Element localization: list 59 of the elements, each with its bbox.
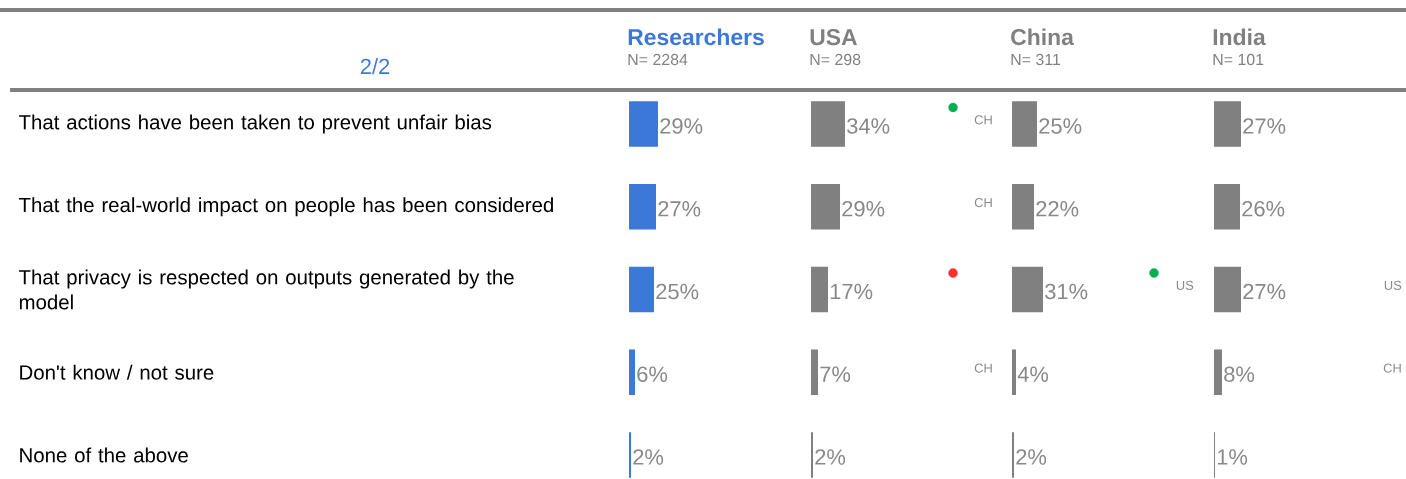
data-label: 2% <box>1016 449 1047 465</box>
data-label: 2% <box>815 449 846 465</box>
data-label: 7% <box>820 366 851 382</box>
data-label: 4% <box>1017 366 1049 382</box>
data-label: 2% <box>633 449 664 465</box>
data-label: 25% <box>656 283 699 300</box>
bar <box>629 183 657 230</box>
data-label: 29% <box>842 200 885 217</box>
text: US <box>1176 280 1194 290</box>
bar <box>1012 101 1038 147</box>
chart-subtitle: N= 101 <box>1213 53 1264 66</box>
bar <box>629 101 659 147</box>
bar <box>1214 266 1242 313</box>
text: CH <box>1383 363 1401 373</box>
data-label: 25% <box>1039 118 1082 134</box>
bar <box>1012 349 1017 395</box>
text: CH <box>974 115 992 125</box>
bar <box>1012 432 1015 478</box>
y-tick-label: That actions have been taken to prevent unfair bias <box>18 114 492 134</box>
data-label: 8% <box>1224 366 1255 382</box>
bar <box>629 349 636 395</box>
data-label: 31% <box>1045 283 1088 300</box>
bar <box>1012 266 1044 313</box>
chart-title: China <box>1011 28 1075 46</box>
text: US <box>1384 280 1402 290</box>
data-label: 27% <box>658 201 701 217</box>
bar <box>629 266 655 313</box>
bar <box>1012 183 1035 230</box>
bar <box>1214 101 1242 147</box>
data-label: 6% <box>637 366 668 382</box>
bar <box>811 432 814 478</box>
data-label: 17% <box>830 283 873 300</box>
chart-subtitle: N= 298 <box>810 53 861 66</box>
bar <box>811 266 829 313</box>
chart-subtitle: N= 2284 <box>628 53 688 66</box>
data-label: 27% <box>1243 283 1286 300</box>
bar <box>811 101 846 147</box>
y-tick-label: None of the above <box>20 447 188 463</box>
chart-subtitle: N= 311 <box>1011 53 1061 66</box>
chart-title: USA <box>810 28 857 46</box>
bar <box>629 432 632 478</box>
bar <box>1214 349 1223 395</box>
data-label: 29% <box>660 118 703 134</box>
y-tick-label: That privacy is respected on outputs generated by the model <box>18 269 514 310</box>
text: 2/2 <box>360 58 390 75</box>
data-label: 22% <box>1036 201 1079 217</box>
bar <box>811 183 841 230</box>
chart-title: Researchers <box>628 28 764 46</box>
data-label: 34% <box>847 118 890 134</box>
chart-title: India <box>1213 28 1266 46</box>
bar <box>811 349 819 395</box>
data-label: 1% <box>1217 449 1248 465</box>
data-label: 26% <box>1242 200 1285 217</box>
data-label: 27% <box>1243 118 1286 134</box>
bar <box>1214 183 1241 230</box>
y-tick-label: Don't know / not sure <box>20 364 214 380</box>
text: CH <box>974 198 992 208</box>
text: CH <box>974 363 992 373</box>
y-tick-label: That the real-world impact on people has been considered <box>18 197 553 217</box>
